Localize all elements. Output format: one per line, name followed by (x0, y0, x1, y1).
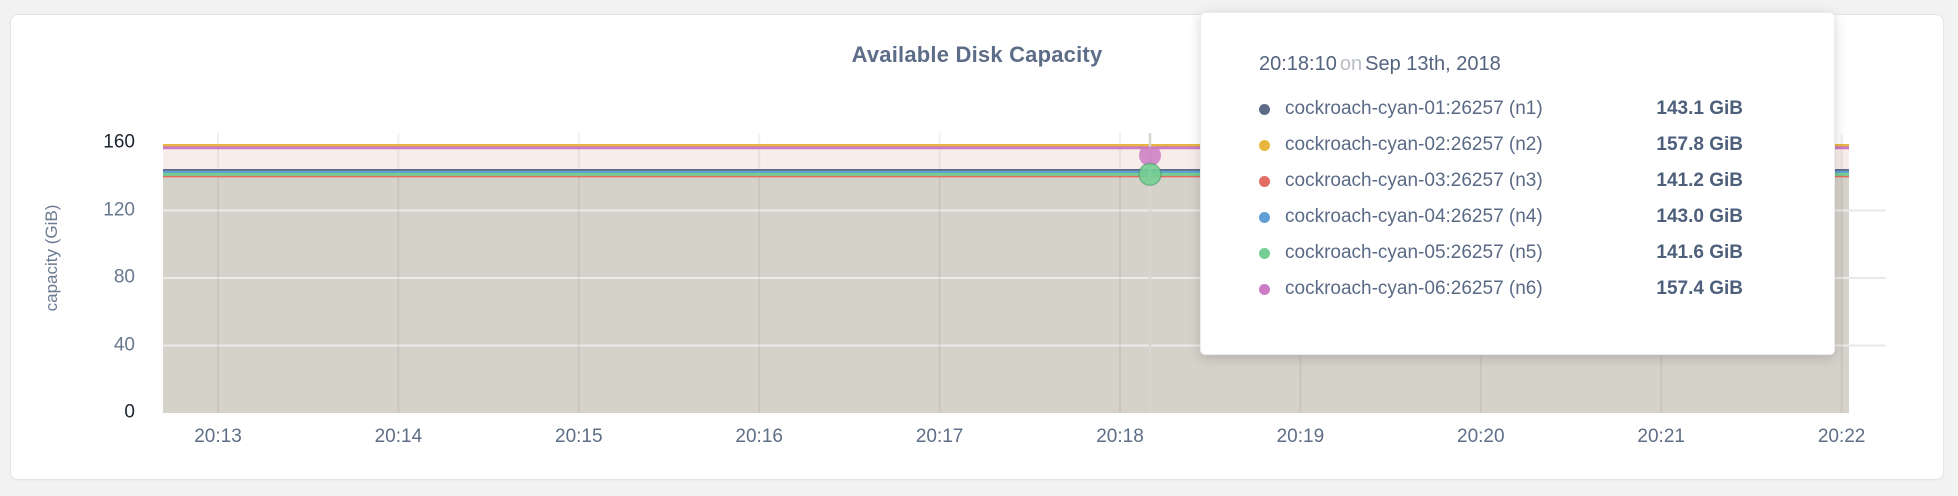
tooltip-rows: cockroach-cyan-01:26257 (n1) 143.1 GiB c… (1259, 91, 1784, 307)
y-tick-160: 160 (103, 131, 135, 153)
tooltip-row: cockroach-cyan-01:26257 (n1) 143.1 GiB (1259, 91, 1784, 127)
tooltip-row: cockroach-cyan-05:26257 (n5) 141.6 GiB (1259, 235, 1784, 271)
series-name: cockroach-cyan-03:26257 (n3) (1285, 170, 1543, 191)
tooltip-on-word: on (1339, 53, 1363, 75)
x-tick-2018: 20:18 (1096, 426, 1144, 447)
y-tick-40: 40 (113, 334, 135, 356)
series-value: 141.6 GiB (1656, 242, 1743, 263)
series-name: cockroach-cyan-01:26257 (n1) (1285, 98, 1543, 119)
chart-title: Available Disk Capacity (851, 42, 1103, 67)
x-tick-2022: 20:22 (1817, 426, 1866, 447)
x-tick-2019: 20:19 (1276, 426, 1325, 447)
series-color-dot-icon (1259, 247, 1270, 259)
tooltip-date: Sep 13th, 2018 (1365, 53, 1501, 75)
series-value: 141.2 GiB (1656, 170, 1743, 191)
y-tick-80: 80 (113, 266, 135, 288)
series-color-dot-icon (1259, 139, 1270, 151)
tooltip-row: cockroach-cyan-04:26257 (n4) 143.0 GiB (1259, 199, 1784, 235)
series-value: 143.0 GiB (1656, 206, 1743, 227)
series-color-dot-icon (1259, 103, 1270, 115)
tooltip-time: 20:18:10 (1259, 53, 1337, 75)
y-tick-120: 120 (103, 199, 135, 221)
series-value: 143.1 GiB (1656, 98, 1743, 119)
x-tick-2015: 20:15 (555, 426, 603, 447)
x-tick-2017: 20:17 (915, 426, 964, 447)
tooltip-header: 20:18:10 on Sep 13th, 2018 (1259, 53, 1784, 76)
x-tick-2014: 20:14 (374, 426, 423, 447)
series-color-dot-icon (1259, 283, 1270, 295)
tooltip-row: cockroach-cyan-02:26257 (n2) 157.8 GiB (1259, 127, 1784, 163)
series-name: cockroach-cyan-02:26257 (n2) (1285, 134, 1543, 155)
x-tick-2021: 20:21 (1637, 426, 1685, 447)
hover-point-n5 (1138, 162, 1162, 187)
series-name: cockroach-cyan-05:26257 (n5) (1285, 242, 1543, 263)
series-name: cockroach-cyan-04:26257 (n4) (1285, 206, 1543, 227)
tooltip-row: cockroach-cyan-03:26257 (n3) 141.2 GiB (1259, 163, 1784, 199)
x-tick-2016: 20:16 (735, 426, 783, 447)
series-value: 157.4 GiB (1656, 278, 1743, 299)
y-tick-0: 0 (124, 401, 135, 423)
tooltip-row: cockroach-cyan-06:26257 (n6) 157.4 GiB (1259, 271, 1784, 307)
series-value: 157.8 GiB (1656, 134, 1743, 155)
x-tick-2020: 20:20 (1457, 426, 1505, 447)
hover-point-n6 (1139, 146, 1161, 167)
hover-tooltip: 20:18:10 on Sep 13th, 2018 cockroach-cyan-… (1200, 12, 1835, 355)
series-name: cockroach-cyan-06:26257 (n6) (1285, 278, 1543, 299)
series-color-dot-icon (1259, 175, 1270, 187)
x-tick-2013: 20:13 (194, 426, 242, 447)
series-color-dot-icon (1259, 211, 1270, 223)
